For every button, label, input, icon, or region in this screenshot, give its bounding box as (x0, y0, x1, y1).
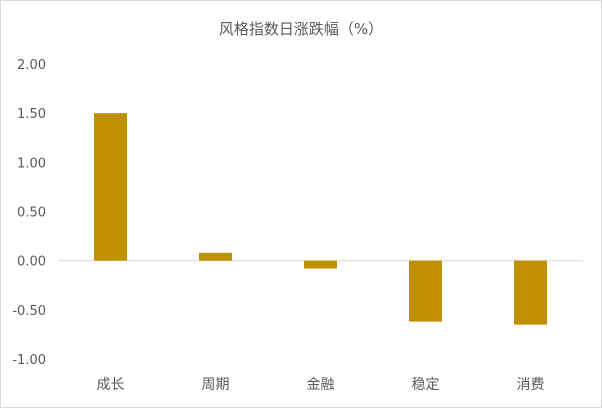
chart-title: 风格指数日涨跌幅（%） (218, 20, 384, 38)
x-tick-label: 稳定 (412, 377, 440, 393)
bar-5 (514, 260, 547, 325)
x-tick-label: 周期 (202, 377, 230, 393)
y-tick-label: 2.00 (17, 58, 46, 73)
y-tick-label: -1.00 (12, 353, 46, 368)
bar-3 (304, 260, 337, 269)
bar-1 (94, 113, 127, 261)
y-tick-label: 0.50 (17, 206, 46, 221)
y-tick-label: 1.50 (17, 107, 46, 122)
x-tick-label: 金融 (307, 377, 335, 393)
x-tick-label: 成长 (97, 377, 125, 393)
y-tick-label: 1.00 (17, 156, 46, 171)
y-tick-label: 0.00 (17, 255, 46, 270)
x-tick-label: 消费 (517, 377, 545, 393)
y-tick-label: -0.50 (12, 304, 46, 319)
bar-2 (199, 252, 232, 261)
bar-4 (409, 260, 442, 322)
